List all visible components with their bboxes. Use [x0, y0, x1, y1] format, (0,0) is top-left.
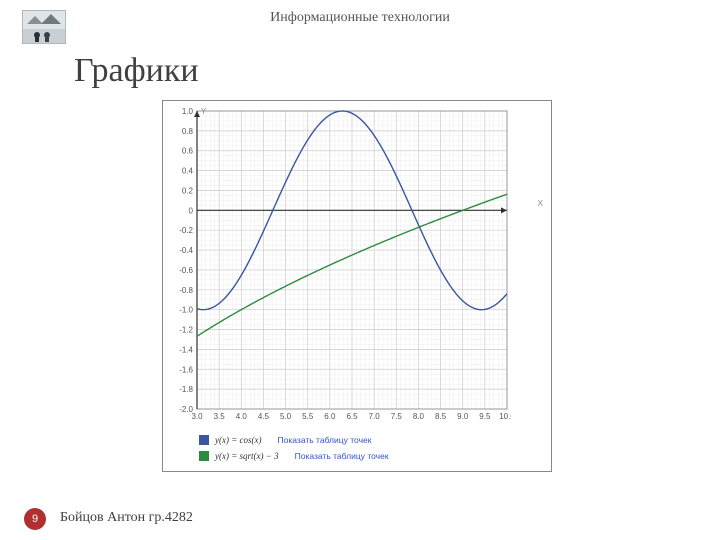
svg-text:7.0: 7.0 [369, 412, 381, 421]
svg-text:-2.0: -2.0 [179, 405, 193, 414]
legend-item: y(x) = sqrt(x) − 3 Показать таблицу точек [199, 449, 543, 463]
svg-text:4.0: 4.0 [236, 412, 248, 421]
legend-link[interactable]: Показать таблицу точек [295, 449, 389, 463]
x-axis-label: X [538, 199, 543, 208]
svg-text:-1.8: -1.8 [179, 385, 193, 394]
svg-text:9.0: 9.0 [457, 412, 469, 421]
legend-item: y(x) = cos(x) Показать таблицу точек [199, 433, 543, 447]
chart-container: Y X 3.0 3.5 4.0 4.5 5.0 5.5 6.0 6.5 7.0 7.5 8.0 8.5… [162, 100, 552, 472]
svg-text:9.5: 9.5 [479, 412, 491, 421]
svg-text:-1.6: -1.6 [179, 365, 193, 374]
svg-text:6.0: 6.0 [324, 412, 336, 421]
svg-text:-1.2: -1.2 [179, 326, 193, 335]
legend-label: y(x) = cos(x) [215, 433, 262, 447]
svg-text:-1.4: -1.4 [179, 345, 193, 354]
svg-text:3.5: 3.5 [214, 412, 226, 421]
svg-text:0: 0 [189, 206, 194, 215]
legend-link[interactable]: Показать таблицу точек [278, 433, 372, 447]
svg-text:5.0: 5.0 [280, 412, 292, 421]
svg-text:1.0: 1.0 [182, 107, 194, 116]
svg-text:-1.0: -1.0 [179, 306, 193, 315]
chart-legend: y(x) = cos(x)Показать таблицу точекy(x) … [171, 433, 543, 463]
svg-text:-0.6: -0.6 [179, 266, 193, 275]
svg-text:-0.2: -0.2 [179, 226, 193, 235]
svg-text:6.5: 6.5 [346, 412, 358, 421]
svg-text:0.8: 0.8 [182, 127, 194, 136]
svg-text:8.0: 8.0 [413, 412, 425, 421]
svg-text:5.5: 5.5 [302, 412, 314, 421]
chart-plot: Y X 3.0 3.5 4.0 4.5 5.0 5.5 6.0 6.5 7.0 7.5 8.0 8.5… [171, 107, 543, 427]
legend-label: y(x) = sqrt(x) − 3 [215, 449, 279, 463]
svg-text:3.0: 3.0 [191, 412, 203, 421]
svg-text:0.2: 0.2 [182, 186, 194, 195]
svg-text:4.5: 4.5 [258, 412, 270, 421]
page-number-badge: 9 [24, 508, 46, 530]
svg-text:-0.8: -0.8 [179, 286, 193, 295]
svg-text:7.5: 7.5 [391, 412, 403, 421]
svg-text:0.6: 0.6 [182, 147, 194, 156]
legend-swatch [199, 435, 209, 445]
svg-text:0.4: 0.4 [182, 167, 194, 176]
y-axis-label: Y [201, 107, 206, 116]
slide-footer: Бойцов Антон гр.4282 [60, 510, 193, 526]
svg-text:10.0: 10.0 [499, 412, 511, 421]
slide-header: Информационные технологии [0, 10, 720, 26]
slide-title: Графики [74, 52, 199, 90]
legend-swatch [199, 451, 209, 461]
svg-text:8.5: 8.5 [435, 412, 447, 421]
svg-text:-0.4: -0.4 [179, 246, 193, 255]
